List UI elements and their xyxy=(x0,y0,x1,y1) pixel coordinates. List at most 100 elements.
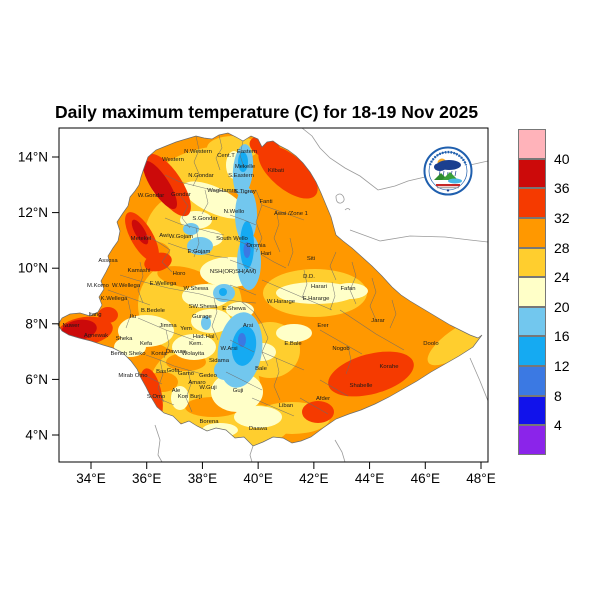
colorbar-label: 40 xyxy=(554,150,570,167)
region-label: Sidama xyxy=(209,358,230,364)
region-label: B.Bedele xyxy=(141,308,166,314)
y-tick-label: 14°N xyxy=(18,150,48,165)
region-label: Mirab Omo xyxy=(118,373,148,379)
colorbar-label: 20 xyxy=(554,298,570,315)
region-label: Kefa xyxy=(140,341,153,347)
x-tick-label: 44°E xyxy=(355,471,384,486)
region-label: S.Gondar xyxy=(192,216,217,222)
region-label: Kon xyxy=(178,394,188,400)
region-label: Nuwer xyxy=(62,323,79,329)
region-label: Korahe xyxy=(380,364,400,370)
colorbar-cell xyxy=(518,188,546,218)
y-tick-label: 8°N xyxy=(25,316,48,331)
region-label: S.Tigray xyxy=(234,189,256,195)
region-label: S.Omo xyxy=(147,394,166,400)
region-label: S.Eastern xyxy=(228,173,254,179)
region-label: South Wello xyxy=(216,236,248,242)
region-label: Gedeo xyxy=(199,373,217,379)
region-label: NSH(OR)SH(AM) xyxy=(210,269,256,275)
page-title: Daily maximum temperature (C) for 18-19 … xyxy=(55,102,479,122)
region-label: Bench Sheko xyxy=(110,351,146,357)
x-tick-label: 48°E xyxy=(466,471,495,486)
region-label: E.Wellega xyxy=(150,281,177,287)
logo-ribbon xyxy=(436,184,460,187)
region-label: Borena xyxy=(200,419,220,425)
colorbar-cell xyxy=(518,247,546,278)
region-label: N.Wello xyxy=(224,209,245,215)
region-label: Konta xyxy=(151,351,167,357)
region-label: Gofa xyxy=(167,368,180,374)
region-label: Bas. xyxy=(156,369,168,375)
region-label: Hal xyxy=(206,334,215,340)
region-label: Nogob xyxy=(332,346,350,352)
region-label: Horo xyxy=(173,271,186,277)
region-label: Fanti xyxy=(259,199,272,205)
colorbar-label: 16 xyxy=(554,328,570,345)
region-label: Oromia xyxy=(246,243,266,249)
x-tick-label: 42°E xyxy=(299,471,328,486)
colorbar-cell xyxy=(518,395,546,426)
plot-frame xyxy=(58,127,489,463)
region-label: Itang xyxy=(88,312,101,318)
region-label: N.Gondar xyxy=(188,173,214,179)
region-label: Western xyxy=(162,157,184,163)
region-label: Doolo xyxy=(423,341,439,347)
region-label: Daawa xyxy=(249,426,268,432)
colorbar-cell xyxy=(518,425,546,455)
region-label: WagHamra xyxy=(207,188,237,194)
colorbar-label: 8 xyxy=(554,387,562,404)
band-8-12 xyxy=(238,242,251,347)
region-label: Metekel xyxy=(131,236,152,242)
region-label: Dawuro xyxy=(166,349,187,355)
x-axis: 34°E 36°E 38°E 40°E 42°E 44°E 46°E 48°E xyxy=(76,462,496,486)
colorbar-label: 32 xyxy=(554,209,570,226)
region-label: W.Gondar xyxy=(138,193,165,199)
region-label: SW.Shewa xyxy=(189,304,219,310)
region-label: Liban xyxy=(279,403,293,409)
logo-arc-text xyxy=(428,150,468,166)
colorbar-cell xyxy=(518,366,546,396)
region-label: Kilbati xyxy=(268,168,284,174)
region-label: Amaro xyxy=(188,380,206,386)
region-label: W.Wellega xyxy=(112,283,141,289)
region-label: Awsi /Zone 1 xyxy=(274,211,308,217)
colorbar-cell xyxy=(518,277,546,307)
region-label: W.Guji xyxy=(199,385,216,391)
region-label: Had. xyxy=(193,334,206,340)
colorbar-label: 12 xyxy=(554,358,570,375)
region-label: Shabelle xyxy=(350,383,374,389)
colorbar-label: 4 xyxy=(554,417,562,434)
region-label: Mekelle xyxy=(235,164,256,170)
region-label: Harari xyxy=(311,284,327,290)
region-label: Sheka xyxy=(116,336,133,342)
region-label: Wolayita xyxy=(182,351,205,357)
region-label: Ilu xyxy=(130,314,136,320)
region-label: Kamashi xyxy=(128,268,151,274)
y-tick-label: 12°N xyxy=(18,205,48,220)
region-label: D.D. xyxy=(303,274,315,280)
region-label: E.Bale xyxy=(284,341,302,347)
region-label: Cent.T xyxy=(217,153,235,159)
region-label: Agnewak xyxy=(84,333,108,339)
region-label: W.Shewa xyxy=(184,286,210,292)
region-label: N.Western xyxy=(184,149,212,155)
colorbar-cell xyxy=(518,336,546,367)
x-tick-label: 46°E xyxy=(411,471,440,486)
emi-logo xyxy=(423,146,473,196)
water-icon xyxy=(448,178,462,184)
region-label: Kem. xyxy=(189,341,203,347)
ethiopia-outline xyxy=(57,132,483,447)
region-label: Jarar xyxy=(371,318,384,324)
region-label: Yem xyxy=(180,326,192,332)
region-label: M.Komo xyxy=(87,283,110,289)
colorbar-cell xyxy=(518,158,546,189)
y-tick-label: 10°N xyxy=(18,261,48,276)
region-label: Fafan xyxy=(340,286,355,292)
region-label: W.Arsi xyxy=(220,346,237,352)
colorbar-label: 28 xyxy=(554,239,570,256)
y-axis: 14°N 12°N 10°N 8°N 6°N 4°N xyxy=(18,150,59,443)
region-label: Hari xyxy=(261,251,272,257)
zone-boundaries xyxy=(107,134,405,417)
x-tick-label: 38°E xyxy=(188,471,217,486)
